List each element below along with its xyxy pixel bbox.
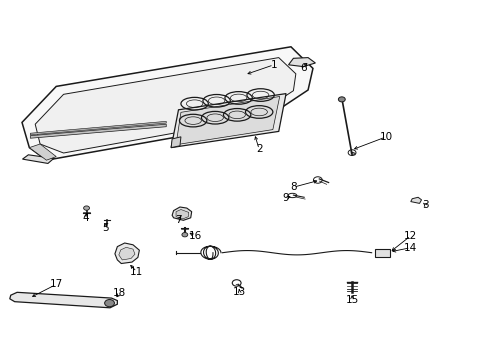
Polygon shape: [30, 121, 166, 135]
Text: 1: 1: [270, 60, 277, 70]
Circle shape: [182, 233, 187, 237]
Text: 11: 11: [130, 267, 143, 277]
Text: 7: 7: [175, 215, 182, 225]
Polygon shape: [410, 197, 421, 203]
Text: 2: 2: [255, 144, 262, 154]
Text: 18: 18: [113, 288, 126, 298]
FancyBboxPatch shape: [374, 249, 389, 257]
Text: 9: 9: [282, 193, 289, 203]
Polygon shape: [22, 155, 54, 163]
Polygon shape: [171, 94, 285, 148]
Text: 3: 3: [421, 200, 428, 210]
Polygon shape: [115, 243, 139, 264]
Polygon shape: [288, 58, 315, 67]
Text: 15: 15: [345, 294, 358, 305]
Polygon shape: [30, 124, 166, 138]
Circle shape: [104, 300, 114, 307]
Text: 17: 17: [49, 279, 63, 289]
Polygon shape: [29, 144, 56, 160]
Polygon shape: [35, 58, 295, 153]
Polygon shape: [171, 137, 181, 148]
Text: 10: 10: [379, 132, 392, 142]
Polygon shape: [22, 47, 312, 160]
Text: 8: 8: [289, 182, 296, 192]
Circle shape: [338, 97, 345, 102]
Polygon shape: [119, 247, 135, 260]
Text: 4: 4: [82, 213, 89, 223]
Circle shape: [83, 206, 89, 210]
Text: 13: 13: [232, 287, 246, 297]
Text: 14: 14: [403, 243, 417, 253]
Polygon shape: [10, 292, 117, 308]
Polygon shape: [176, 210, 188, 219]
Text: 12: 12: [403, 231, 417, 241]
Polygon shape: [176, 96, 279, 145]
Polygon shape: [172, 207, 191, 220]
Text: 5: 5: [102, 222, 108, 233]
Text: 6: 6: [299, 63, 306, 73]
Text: 16: 16: [188, 231, 202, 241]
